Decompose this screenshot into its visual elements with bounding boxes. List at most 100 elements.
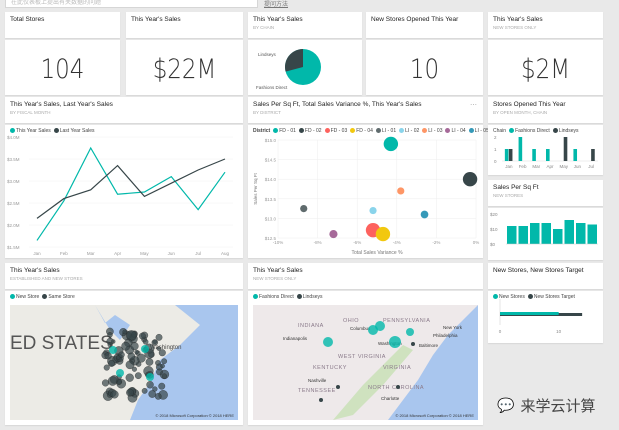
x-axis-title: Total Sales Variance % [351,250,403,256]
y-tick-label: $10 [490,227,498,232]
tile-new-stores-opened[interactable]: New Stores Opened This Year 10 [366,12,483,95]
tile-new-stores-target[interactable]: New Stores, New Stores Target New Stores… [488,263,603,343]
more-options-icon[interactable]: ⋯ [470,102,477,109]
x-tick-label: Mar [87,251,95,256]
legend-label: Lindseys [558,128,579,134]
tile-title: This Year's Sales, Last Year's Sales [10,101,113,108]
x-tick-label: 0 [499,329,502,334]
lindseys-bubble [319,398,323,402]
pie-label: Fashions Direct [256,85,288,90]
qa-search-input[interactable]: 在此仪表板上提出有关数据的问题 [5,0,258,8]
map-canvas[interactable]: OHIO PENNSYLVANIA INDIANA Columbus Indianapo… [253,305,478,420]
legend-item: LI - 04 [445,128,466,134]
store-bubble [125,373,134,382]
legend-label: This Year Sales [16,128,51,134]
x-tick-label: -2% [432,240,440,245]
y-tick-label: $3.5M [7,157,20,162]
map-place-label: PENNSYLVANIA [383,318,430,324]
kpi-value: $22M [152,54,217,85]
store-bubble [155,333,163,341]
legend-label: Last Year Sales [59,128,95,134]
y-tick-label: $14.0 [265,177,277,182]
tile-map-all-stores[interactable]: This Year's Sales ESTABLISHED AND NEW STO… [5,263,243,425]
x-tick-label: Jan [505,164,513,169]
legend-item: FD - 03 [324,128,347,134]
store-bubble [127,352,136,361]
tile-sales-per-sqft[interactable]: Sales Per Sq Ft NEW STORES $0 $10 $20 [488,180,603,260]
new-store-bubble [109,346,117,354]
chart-legend: New Stores New Stores Target [493,294,575,300]
x-tick-label: Jun [574,164,582,169]
y-tick-label: $13.5 [265,197,277,202]
chart-legend: Chain Fashions Direct Lindseys [493,128,579,134]
bubble-map[interactable]: OHIO PENNSYLVANIA INDIANA Columbus Indianapo… [253,305,478,420]
pie-slice-lindseys[interactable] [285,49,303,72]
tile-title: This Year's Sales [10,267,60,274]
store-bubble [130,342,139,351]
tile-this-year-sales[interactable]: This Year's Sales $22M [126,12,243,95]
store-bubble [158,382,166,390]
bubble-map[interactable]: ED STATES Washington © 2018 Microsoft Co… [10,305,238,420]
bubble-li-02 [369,206,377,215]
pie-label: Lindseys [258,52,277,57]
tile-scatter-chart[interactable]: Sales Per Sq Ft, Total Sales Variance %,… [248,97,489,258]
bar [532,149,536,161]
tile-sales-new-stores[interactable]: This Year's Sales NEW STORES ONLY $2M [488,12,603,95]
store-bubble [161,373,168,379]
store-bubble [160,363,165,369]
series-line-this-year-sales [36,146,226,241]
bar-new-stores [500,312,559,315]
bubble-li-05 [420,210,429,219]
bar [507,226,517,244]
bar [576,223,586,244]
store-bubble [103,364,110,371]
store-bubble [107,376,118,386]
tile-title: This Year's Sales [131,16,181,23]
fashions-direct-bubble [375,321,385,331]
store-bubble [148,390,157,398]
map-canvas[interactable]: ED STATES Washington [10,305,238,420]
bar [518,226,528,244]
tile-stores-opened[interactable]: Stores Opened This Year BY OPEN MONTH, CH… [488,97,603,175]
new-store-bubble [116,369,124,377]
tile-subtitle: BY CHAIN [253,25,275,30]
tile-total-stores[interactable]: Total Stores 104 [5,12,120,95]
x-tick-label: May [559,164,568,169]
tile-title: This Year's Sales [253,267,303,274]
kpi-value: $2M [520,54,571,85]
watermark-text: 来学云计算 [520,398,596,415]
bubble-li-01 [300,205,308,213]
store-bubble [158,349,166,357]
bar [530,223,540,244]
tile-subtitle: NEW STORES [493,193,524,198]
tile-line-chart[interactable]: This Year's Sales, Last Year's Sales BY F… [5,97,243,258]
y-tick-label: 1 [494,147,497,152]
store-bubble [134,349,139,355]
tile-sales-by-chain[interactable]: This Year's Sales BY CHAIN Lindseys Fashi… [248,12,362,95]
store-bubble [108,360,115,367]
kpi-value: 104 [40,54,85,85]
map-place-label: Indianapolis [283,336,308,341]
legend-label: Fashions Direct [515,128,550,134]
legend-label: Lindseys [302,294,323,300]
legend-item: LI - 05 [468,128,489,134]
bubble-fd-02 [462,172,478,187]
y-tick-label: $4.0M [7,135,20,140]
fashions-direct-bubble [323,337,333,347]
ask-help-link[interactable]: 提问方法 [264,2,289,8]
legend-label: New Stores Target [533,294,575,300]
tile-subtitle: ESTABLISHED AND NEW STORES [10,276,83,281]
store-bubble [156,368,163,376]
map-copyright: © 2018 Microsoft Corporation © 2018 HERE [395,413,474,418]
tile-title: Sales Per Sq Ft, Total Sales Variance %,… [253,101,422,108]
y-tick-label: $2.5M [7,201,20,206]
tile-map-new-stores[interactable]: This Year's Sales NEW STORES ONLY Fashion… [248,263,483,425]
map-place-label: KENTUCKY [313,365,347,371]
bubble-li-04 [329,230,338,239]
x-tick-label: -4% [393,240,401,245]
store-bubble [146,381,154,389]
ocean [388,305,478,420]
tile-subtitle: NEW STORES ONLY [493,25,537,30]
x-tick-label: -8% [314,240,322,245]
lindseys-bubble [336,385,340,389]
